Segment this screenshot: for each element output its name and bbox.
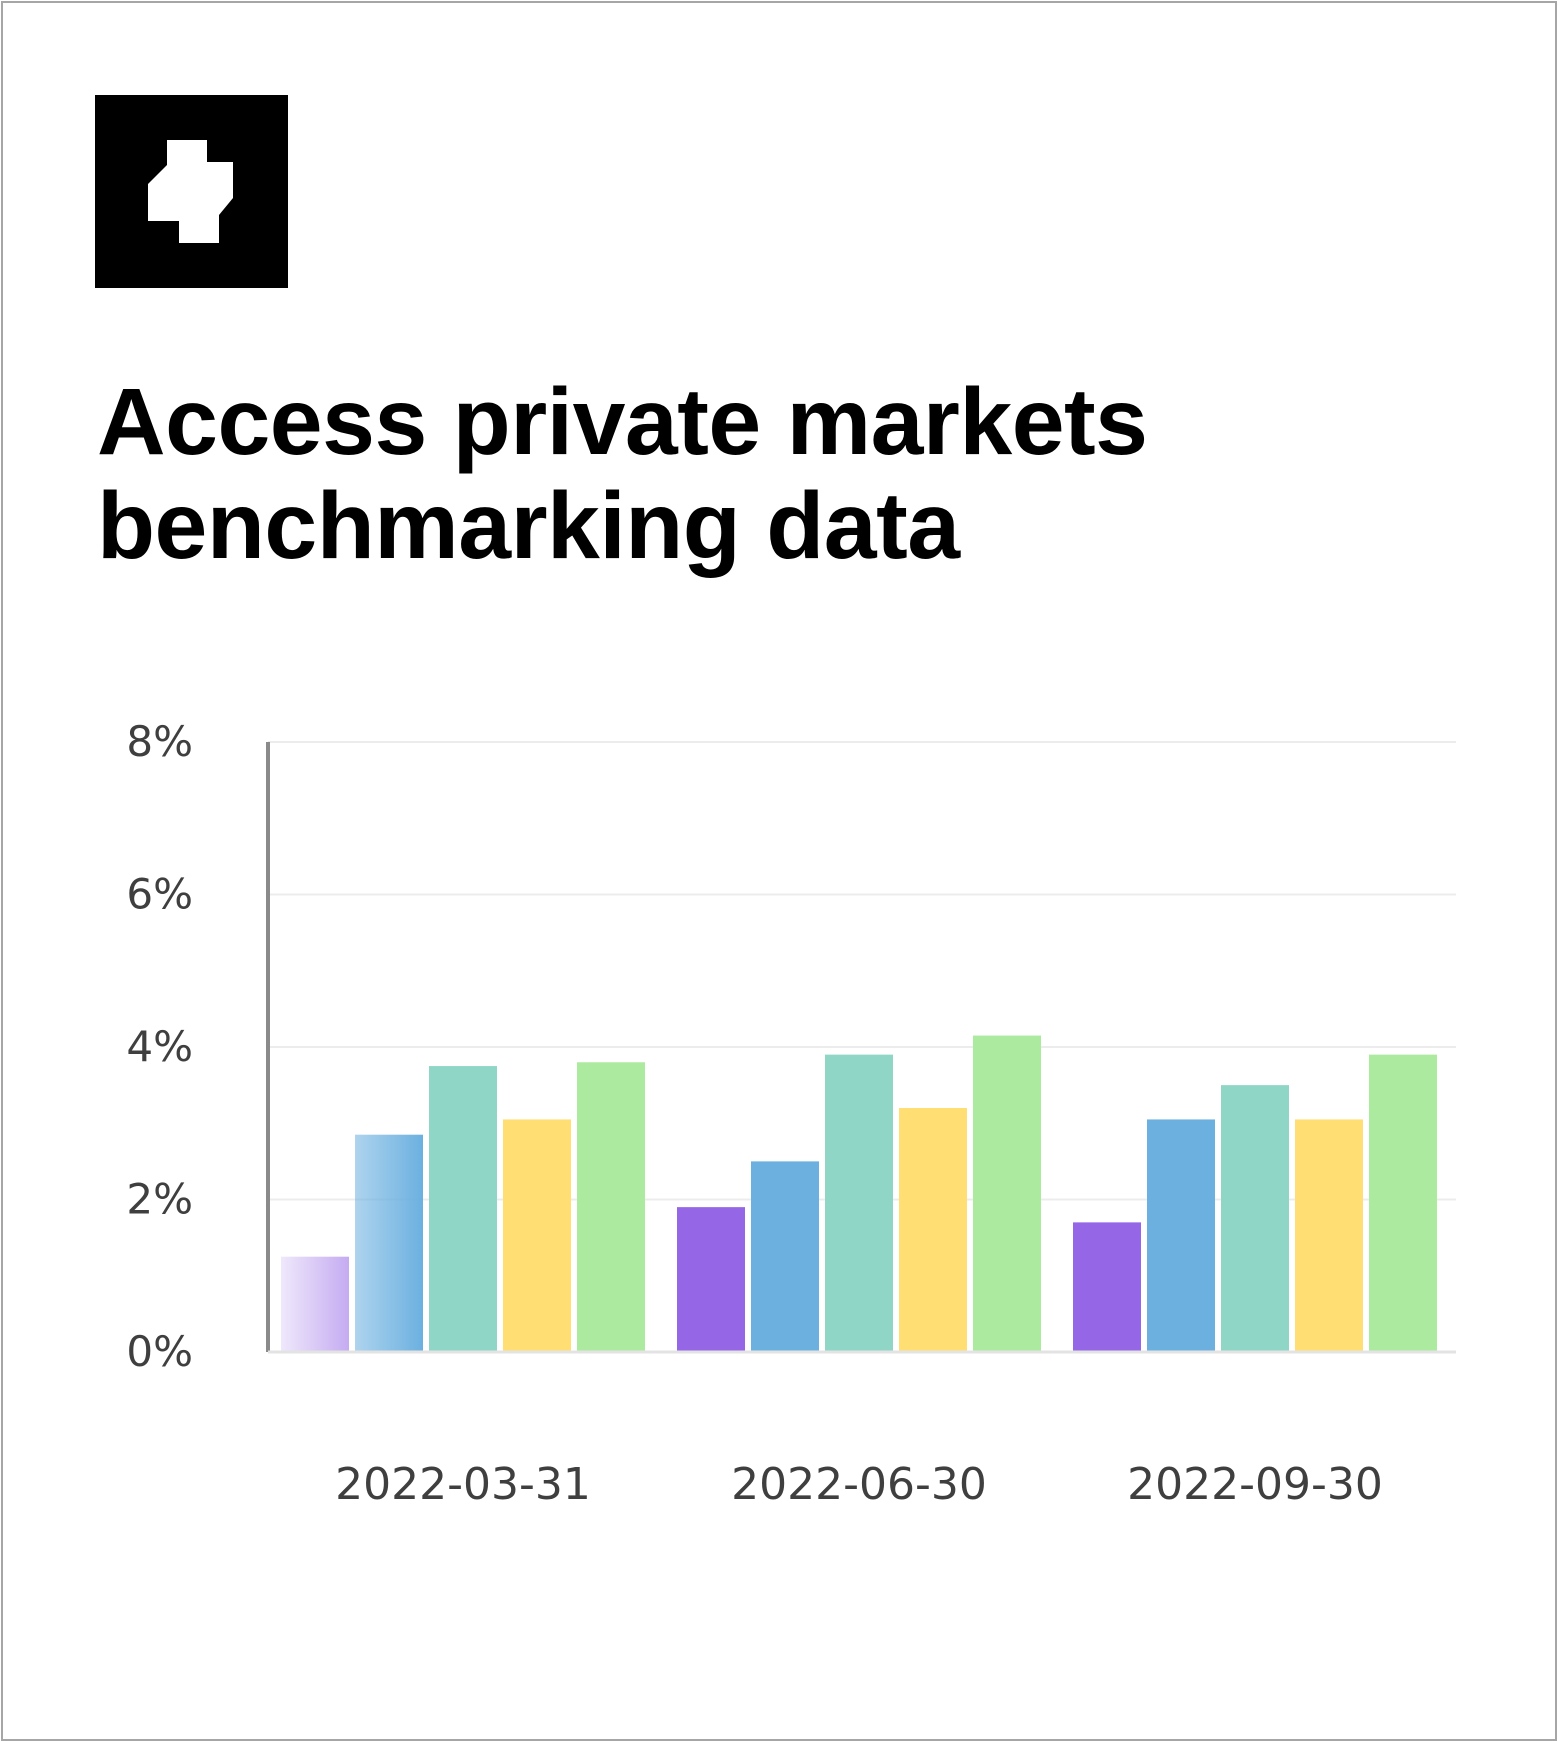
y-tick-label: 0% — [126, 1327, 193, 1376]
headline-line-2: benchmarking data — [97, 473, 960, 579]
bar — [1221, 1085, 1289, 1352]
bar — [1369, 1054, 1437, 1352]
bar — [751, 1161, 819, 1352]
axes — [266, 742, 1456, 1354]
bar — [677, 1207, 745, 1352]
x-tick-label: 2022-06-30 — [731, 1459, 987, 1510]
bar — [899, 1108, 967, 1352]
bar — [1295, 1119, 1363, 1352]
x-tick-label: 2022-03-31 — [335, 1459, 591, 1510]
bar — [281, 1256, 349, 1352]
bar — [825, 1054, 893, 1352]
white-block-glyph-logo-icon — [148, 140, 233, 243]
headline-line-1: Access private markets — [97, 369, 1148, 475]
bar — [429, 1066, 497, 1352]
axis-labels: 0% 2% 4% 6% 8% 2022-03-31 2022-06-30 2022-09-30 — [126, 717, 1383, 1510]
bars — [281, 1035, 1437, 1352]
x-tick-label: 2022-09-30 — [1127, 1459, 1383, 1510]
y-tick-label: 8% — [126, 717, 193, 766]
y-tick-label: 4% — [126, 1022, 193, 1071]
bar — [1147, 1119, 1215, 1352]
logo — [95, 95, 288, 288]
headline: Access private markets benchmarking data — [97, 370, 1397, 578]
bar — [577, 1062, 645, 1352]
y-tick-label: 6% — [126, 870, 193, 919]
bar — [973, 1035, 1041, 1352]
y-tick-label: 2% — [126, 1175, 193, 1224]
bar — [503, 1119, 571, 1352]
bar — [1073, 1222, 1141, 1352]
bar — [355, 1134, 423, 1352]
